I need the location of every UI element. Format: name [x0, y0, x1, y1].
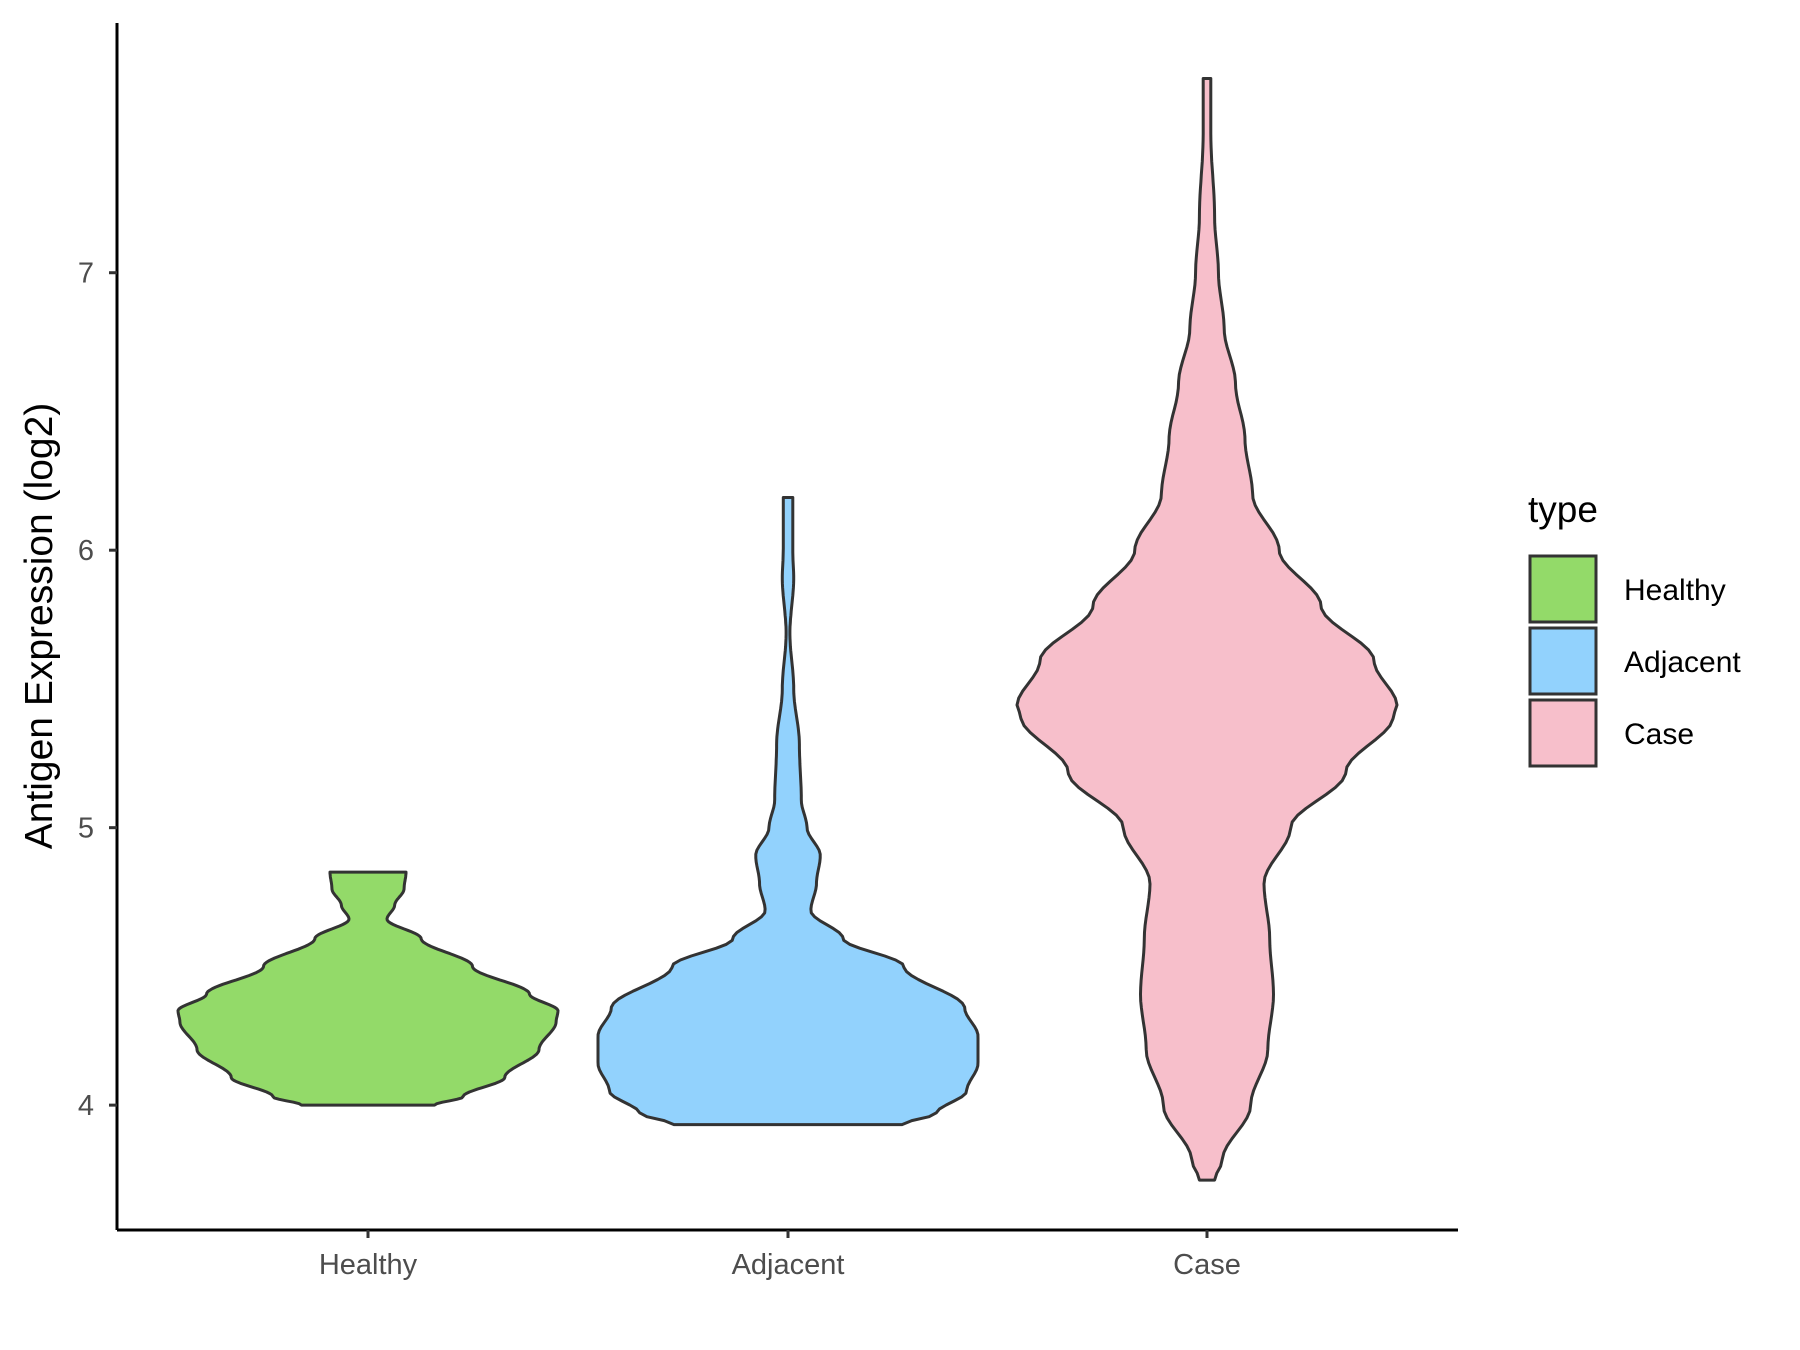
- y-axis-title: Antigen Expression (log2): [18, 403, 61, 850]
- legend-swatch: [1528, 626, 1598, 696]
- x-tick-label: Case: [1173, 1249, 1241, 1281]
- legend-label: Adjacent: [1624, 646, 1741, 679]
- legend-swatch: [1528, 698, 1598, 768]
- violin-healthy: [176, 870, 560, 1107]
- legend-swatch: [1528, 554, 1598, 624]
- violin-case: [1015, 77, 1399, 1182]
- y-tick-label: 4: [78, 1090, 94, 1122]
- y-tick-label: 5: [78, 813, 94, 845]
- legend-label: Case: [1624, 718, 1694, 751]
- legend: type Healthy Adjacent Case: [1528, 489, 1741, 768]
- violin-adjacent: [596, 496, 980, 1127]
- legend-title: type: [1528, 489, 1598, 530]
- legend-entries: Healthy Adjacent Case: [1528, 554, 1741, 768]
- x-tick-label: Healthy: [319, 1249, 418, 1281]
- y-ticks: 4 5 6 7: [78, 258, 117, 1122]
- x-tick-label: Adjacent: [732, 1249, 845, 1281]
- x-ticks: Healthy Adjacent Case: [319, 1230, 1241, 1281]
- y-tick-label: 6: [78, 535, 94, 567]
- y-tick-label: 7: [78, 258, 94, 290]
- legend-label: Healthy: [1624, 574, 1726, 607]
- violin-group: [176, 77, 1399, 1182]
